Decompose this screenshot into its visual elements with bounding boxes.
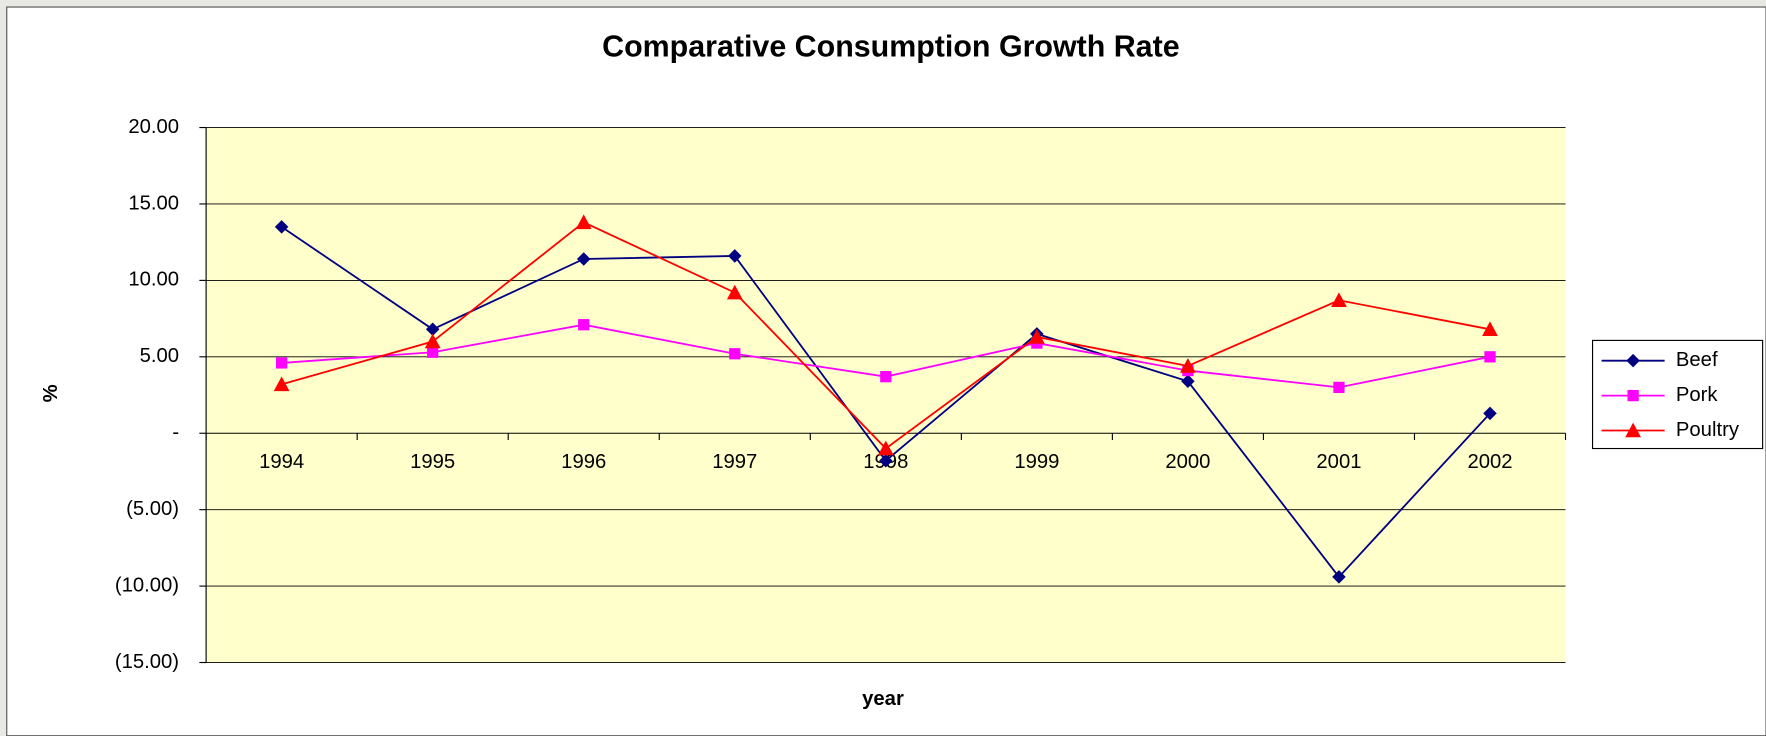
x-tick-label: 2002 <box>1467 451 1512 473</box>
marker <box>726 284 743 300</box>
x-tick-label: 1995 <box>410 451 455 473</box>
legend-label: Poultry <box>1676 419 1740 441</box>
y-tick-label: 10.00 <box>128 269 179 291</box>
marker <box>1625 422 1641 438</box>
legend-label: Beef <box>1676 349 1718 371</box>
y-tick-label: 20.00 <box>128 116 179 138</box>
y-tick-label: - <box>172 422 179 444</box>
y-tick-label: (15.00) <box>115 651 179 673</box>
marker <box>1180 358 1196 373</box>
marker <box>1181 374 1195 389</box>
x-tick-label: 1997 <box>712 451 757 473</box>
x-axis-label: year <box>862 688 904 710</box>
y-tick-label: 15.00 <box>128 192 179 214</box>
marker <box>1482 321 1498 337</box>
marker <box>729 348 741 360</box>
x-tick-label: 2001 <box>1316 451 1361 473</box>
marker <box>274 220 289 234</box>
marker <box>1333 381 1345 394</box>
y-tick-label: (5.00) <box>126 498 179 520</box>
x-tick-label: 1994 <box>259 451 304 473</box>
plot-area <box>206 127 1566 663</box>
x-tick-label: 2000 <box>1165 451 1210 473</box>
marker <box>1332 570 1346 584</box>
x-tick-label: 1996 <box>561 451 606 473</box>
marker <box>880 371 892 383</box>
marker <box>1626 353 1640 368</box>
y-axis-label: % <box>40 384 62 402</box>
marker <box>276 357 288 369</box>
marker <box>427 346 439 358</box>
marker <box>1028 329 1045 344</box>
y-tick-label: (10.00) <box>115 574 179 596</box>
marker <box>728 249 742 263</box>
marker <box>575 214 592 230</box>
y-tick-label: 5.00 <box>140 345 179 367</box>
x-tick-label: 1999 <box>1014 451 1059 473</box>
legend-label: Pork <box>1676 384 1719 406</box>
marker <box>1627 389 1639 402</box>
chart-title: Comparative Consumption Growth Rate <box>602 30 1179 64</box>
marker <box>1484 351 1496 363</box>
marker <box>1331 292 1347 308</box>
marker <box>877 440 894 456</box>
marker <box>273 376 290 392</box>
marker <box>424 333 441 349</box>
marker <box>578 319 590 331</box>
